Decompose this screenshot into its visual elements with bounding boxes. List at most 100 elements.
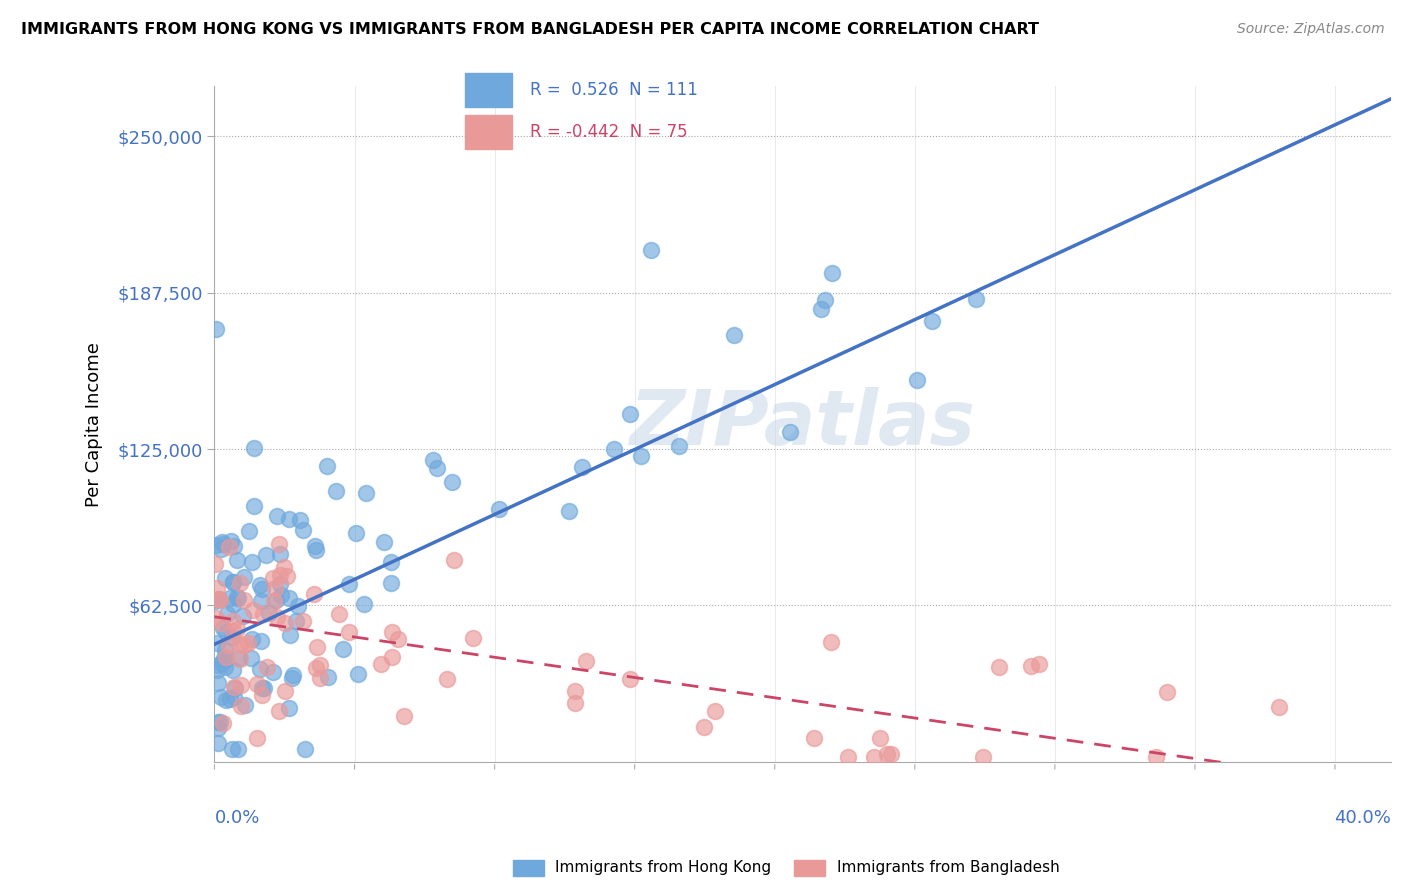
Point — [370, 657, 392, 671]
Bar — [464, 73, 512, 107]
Point — [229, 678, 252, 692]
Point — [243, 441, 266, 455]
Point — [269, 537, 291, 551]
Point — [253, 681, 276, 696]
Point — [204, 594, 226, 608]
Point — [246, 677, 269, 691]
Point — [1028, 657, 1050, 672]
Point — [214, 660, 236, 674]
Point — [1144, 749, 1167, 764]
Point — [1019, 659, 1042, 673]
Point — [211, 535, 233, 549]
Point — [356, 485, 378, 500]
Point — [294, 742, 316, 756]
Point — [222, 574, 245, 589]
Text: Source: ZipAtlas.com: Source: ZipAtlas.com — [1237, 22, 1385, 37]
Point — [309, 671, 332, 685]
Text: Immigrants from Hong Kong: Immigrants from Hong Kong — [555, 861, 772, 875]
Point — [863, 749, 886, 764]
Point — [277, 591, 299, 605]
Point — [209, 541, 232, 556]
Point — [205, 664, 228, 678]
Point — [259, 607, 281, 621]
Point — [381, 624, 404, 639]
Point — [564, 696, 586, 710]
Point — [207, 657, 229, 672]
Point — [246, 731, 269, 746]
Point — [346, 666, 368, 681]
Point — [215, 649, 238, 664]
Point — [212, 537, 235, 551]
Point — [204, 322, 226, 336]
Point — [436, 673, 458, 687]
Point — [287, 599, 309, 614]
Point — [232, 569, 254, 583]
Point — [215, 607, 238, 622]
Point — [219, 534, 242, 549]
Point — [571, 460, 593, 475]
Point — [803, 731, 825, 745]
Point — [316, 670, 339, 684]
Point — [207, 736, 229, 750]
Point — [328, 607, 350, 621]
Point — [269, 548, 291, 562]
Point — [232, 609, 254, 624]
Point — [575, 654, 598, 668]
Text: ZIPatlas: ZIPatlas — [630, 387, 976, 461]
Point — [262, 665, 284, 679]
Point — [205, 538, 228, 552]
Point — [1156, 685, 1178, 699]
Point — [426, 460, 449, 475]
Point — [214, 571, 236, 585]
Point — [693, 720, 716, 734]
Point — [392, 709, 415, 723]
Point — [229, 698, 252, 713]
Point — [972, 749, 994, 764]
Point — [221, 631, 243, 645]
Point — [373, 534, 395, 549]
Text: R =  0.526  N = 111: R = 0.526 N = 111 — [530, 81, 699, 99]
Point — [207, 676, 229, 690]
Point — [249, 578, 271, 592]
Point — [218, 638, 240, 652]
Point — [222, 575, 245, 590]
Point — [264, 581, 287, 595]
Point — [208, 715, 231, 730]
Point — [212, 716, 235, 731]
Point — [387, 632, 409, 647]
Point — [249, 663, 271, 677]
Point — [821, 266, 844, 280]
Point — [212, 651, 235, 665]
Point — [668, 439, 690, 453]
Point — [221, 742, 243, 756]
Point — [207, 721, 229, 735]
Point — [381, 649, 404, 664]
Point — [281, 671, 304, 685]
Point — [229, 575, 252, 590]
Point — [640, 244, 662, 258]
Point — [224, 680, 246, 694]
Point — [226, 622, 249, 636]
Point — [837, 749, 859, 764]
Point — [233, 639, 256, 653]
Point — [619, 672, 641, 686]
Point — [208, 591, 231, 606]
Point — [965, 292, 987, 306]
Point — [380, 575, 402, 590]
Point — [274, 684, 297, 698]
Point — [422, 452, 444, 467]
Point — [921, 313, 943, 327]
Point — [353, 597, 375, 611]
Point — [215, 693, 238, 707]
Point — [305, 660, 328, 674]
Point — [209, 616, 232, 631]
Point — [204, 557, 226, 571]
Point — [215, 624, 238, 639]
Point — [226, 742, 249, 756]
Point — [276, 569, 298, 583]
Point — [274, 616, 297, 631]
Point — [820, 634, 842, 648]
Point — [325, 483, 347, 498]
Point — [222, 663, 245, 677]
Point — [209, 593, 232, 607]
